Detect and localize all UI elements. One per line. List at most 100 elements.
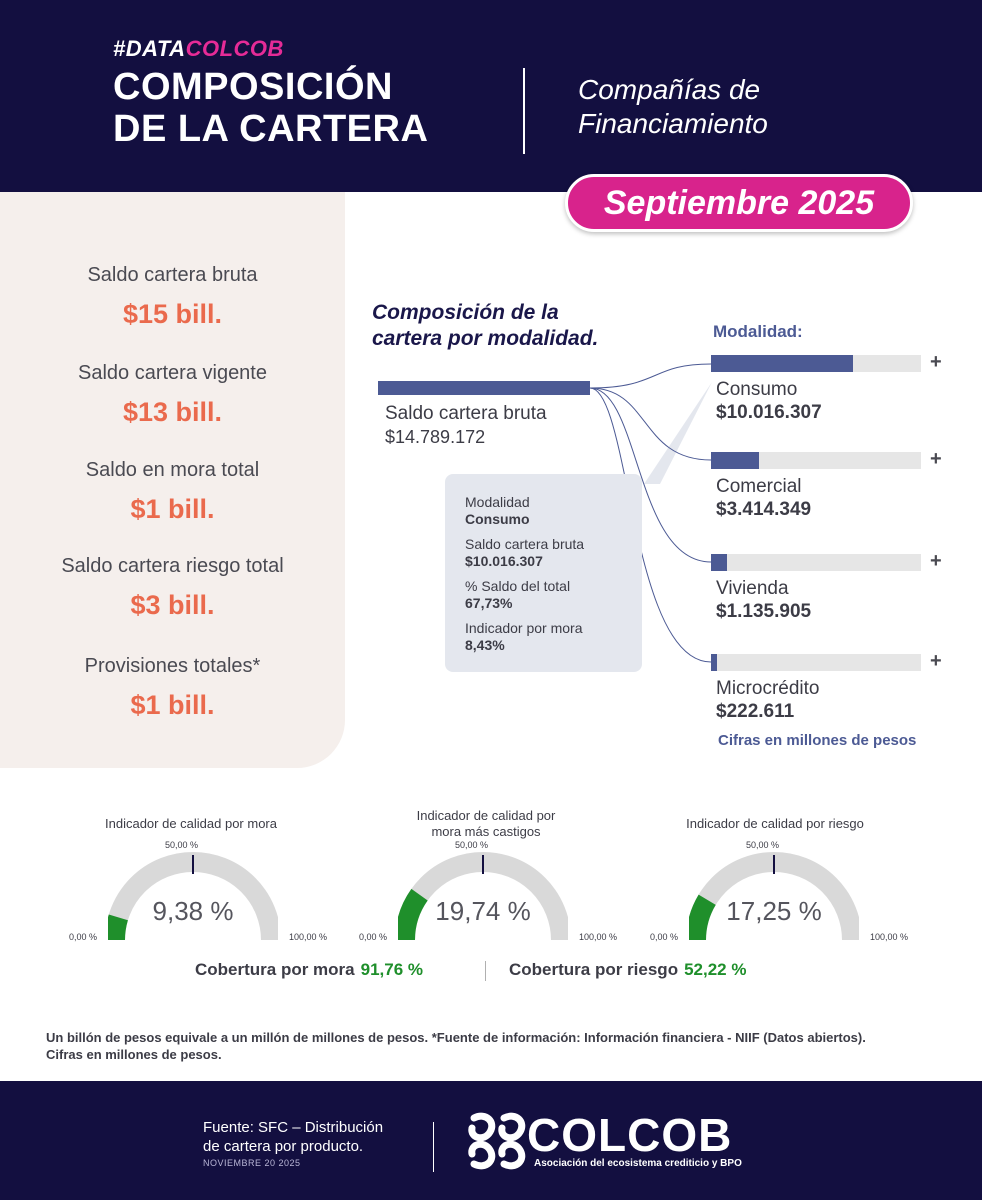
gauge-2 [689,852,859,941]
tooltip-value: $10.016.307 [465,553,543,569]
composition-title: Composición de la cartera por modalidad. [372,300,598,352]
category-name: Consumo [716,379,798,400]
kpi-value: $13 bill. [122,397,223,427]
total-value: $14.789.172 [385,427,486,447]
bar-fill-2 [711,554,727,571]
coverage-mora-value: 91,76 % [360,960,424,979]
gauge-tick-label: 0,00 % [359,932,388,942]
bar-track-0 [711,355,921,372]
header-divider [523,68,525,154]
gauge-tick-label: 0,00 % [69,932,98,942]
gauge-0 [108,852,278,941]
link-vivienda [589,387,712,563]
footer-source-line-2: de cartera por producto. [203,1138,364,1155]
gauge-tick-label: 50,00 % [455,840,489,850]
coverage-riesgo-label: Cobertura por riesgo [509,960,679,979]
category-value: $10.016.307 [716,402,822,423]
expand-button-1[interactable]: + [930,448,942,470]
bar-fill-0 [711,355,853,372]
category-value: $3.414.349 [716,499,812,520]
kpi-saldo-riesgo: Saldo cartera riesgo total $3 bill. [0,555,345,621]
expand-button-3[interactable]: + [930,650,942,672]
bar-track-3 [711,654,921,671]
gauge-fill [689,894,716,941]
footnote: Un billón de pesos equivale a un millón … [46,1029,966,1063]
kpi-panel [0,192,345,768]
tooltip-consumo: Modalidad Consumo Saldo cartera bruta $1… [445,474,642,672]
kpi-provisiones: Provisiones totales* $1 bill. [0,655,345,721]
coverage-mora-label: Cobertura por mora [195,960,355,979]
footer-banner [0,1081,982,1200]
footer-divider [433,1122,434,1172]
total-label: Saldo cartera bruta [385,403,547,424]
coverage-riesgo-value: 52,22 % [684,960,747,979]
colcob-logo-icon [468,1112,526,1170]
footer-source: Fuente: SFC – Distribución de cartera po… [203,1118,383,1156]
gauge-fill [108,914,129,941]
link-consumo [589,363,712,389]
footnote-line-2: Cifras en millones de pesos. [46,1047,222,1062]
colcob-logo-text: COLCOB [527,1109,733,1161]
gauge-value: 17,25 % [726,896,822,926]
gauge-1 [398,852,568,941]
footer-source-line-1: Fuente: SFC – Distribución [203,1119,384,1136]
footnote-line-1: Un billón de pesos equivale a un millón … [46,1030,866,1045]
category-name: Vivienda [716,578,789,599]
gauge-title-riesgo: Indicador de calidad por riesgo [686,816,864,831]
subtitle-line-2: Financiamiento [578,108,768,139]
category-value: $222.611 [716,701,795,722]
header-banner [0,0,982,192]
tooltip-value: 8,43% [465,637,505,653]
expand-button-2[interactable]: + [930,550,942,572]
footer-date: NOVIEMBRE 20 2025 [203,1158,301,1168]
coverage-riesgo: Cobertura por riesgo 52,22 % [509,960,746,980]
kpi-value: $1 bill. [130,690,215,720]
gauge-tick-label: 50,00 % [746,840,780,850]
kpi-saldo-mora: Saldo en mora total $1 bill. [0,459,345,525]
gauge-value: 9,38 % [152,896,234,926]
hashtag: #DATACOLCOB [113,36,284,61]
kpi-label: Provisiones totales* [84,655,261,677]
date-text: Septiembre 2025 [603,183,875,222]
colcob-logo-subtitle: Asociación del ecosistema crediticio y B… [534,1158,742,1169]
title-line-2: DE LA CARTERA [113,108,429,150]
tooltip-value: 67,73% [465,595,513,611]
title-line-1: COMPOSICIÓN [113,66,393,108]
bar-fill-1 [711,452,759,469]
coverage-divider [485,961,486,981]
tooltip-label: % Saldo del total [465,578,571,594]
tooltip-value: Consumo [465,511,530,527]
bar-track-1 [711,452,921,469]
link-comercial [589,387,712,461]
gauge-tick-label: 100,00 % [289,932,328,942]
coverage-mora: Cobertura por mora 91,76 % [195,960,423,980]
kpi-label: Saldo cartera riesgo total [61,555,284,577]
page-subtitle: Compañías de Financiamiento [578,73,768,141]
gauge-tick-label: 100,00 % [870,932,909,942]
gauge-title-castigos: Indicador de calidad por mora más castig… [355,808,617,840]
tooltip-label: Modalidad [465,494,530,510]
expand-button-0[interactable]: + [930,351,942,373]
kpi-value: $15 bill. [122,299,223,329]
gauge-title-line-2: mora más castigos [431,824,541,839]
composition-title-line-2: cartera por modalidad. [372,327,599,350]
gauge-tick-label: 0,00 % [650,932,679,942]
tooltip-label: Saldo cartera bruta [465,536,585,552]
kpi-value: $1 bill. [130,494,215,524]
category-value: $1.135.905 [716,601,812,622]
gauge-title-line-1: Indicador de calidad por [416,808,556,823]
gauge-fill [398,888,428,941]
kpi-saldo-vigente: Saldo cartera vigente $13 bill. [0,362,345,428]
composition-title-line-1: Composición de la [372,301,559,324]
bar-fill-3 [711,654,717,671]
gauge-tick-label: 50,00 % [165,840,199,850]
category-name: Comercial [716,476,802,497]
kpi-value: $3 bill. [130,590,215,620]
subtitle-line-1: Compañías de [578,74,761,105]
gauge-tick-label: 100,00 % [579,932,618,942]
units-note: Cifras en millones de pesos [718,732,917,749]
date-badge: Septiembre 2025 [565,174,913,232]
kpi-label: Saldo cartera bruta [87,264,258,286]
kpi-saldo-bruta: Saldo cartera bruta $15 bill. [0,264,345,330]
